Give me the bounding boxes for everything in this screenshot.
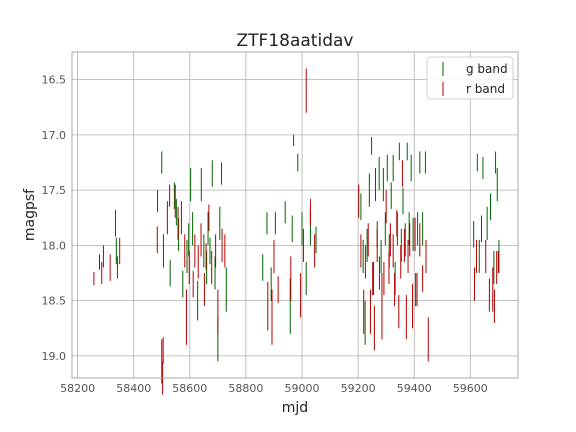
grid-lines [72,52,518,378]
legend-label: r band [466,82,505,96]
chart-title: ZTF18aatidav [237,31,354,51]
plot-frame [71,51,519,379]
y-tick-label: 17.0 [42,129,67,142]
y-axis-label: magpsf [22,188,38,241]
x-axis-ticks: 58200 58400 58600 58800 59000 59200 59400 59600 [60,382,488,395]
y-axis-ticks: 16.5 17.0 17.5 18.0 18.5 19.0 [42,74,67,363]
x-tick-label: 59000 [285,382,320,395]
x-tick-label: 59600 [453,382,488,395]
series-g-band [114,134,500,362]
series-layer [93,68,500,395]
legend-box [426,56,514,100]
x-axis-label: mjd [282,400,308,416]
x-tick-label: 58600 [172,382,207,395]
legend: g band r band [426,56,514,100]
series-r-band [93,68,499,395]
legend-label: g band [466,62,508,76]
y-tick-label: 19.0 [42,350,67,363]
x-tick-label: 59200 [341,382,376,395]
x-tick-label: 59400 [397,382,432,395]
y-tick-label: 18.0 [42,239,67,252]
y-tick-label: 17.5 [42,184,67,197]
x-tick-label: 58400 [116,382,151,395]
y-tick-label: 16.5 [42,74,67,87]
x-tick-label: 58800 [228,382,263,395]
x-tick-label: 58200 [60,382,95,395]
y-tick-label: 18.5 [42,295,67,308]
